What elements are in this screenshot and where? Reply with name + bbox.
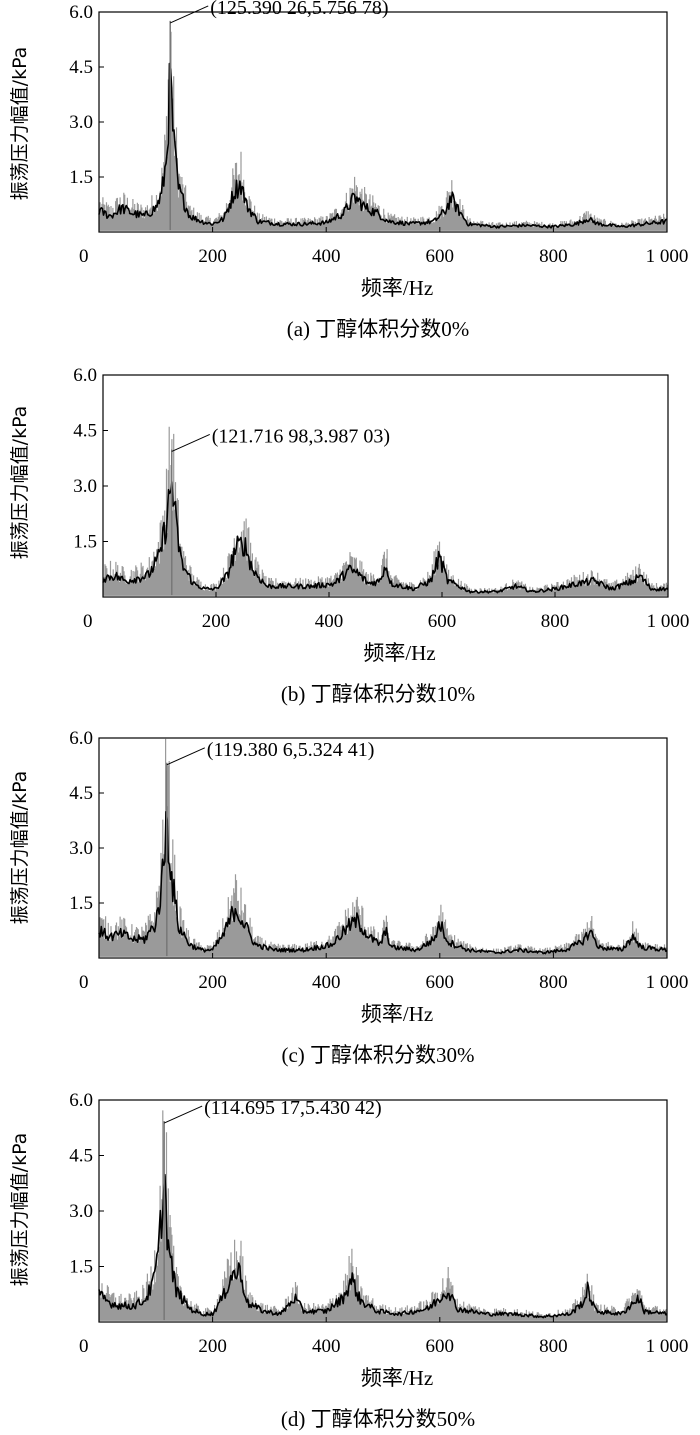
x-tick-label: 600 (426, 972, 455, 993)
y-tick-label: 1.5 (69, 893, 93, 914)
y-axis-label: 振荡压力幅值/kPa (9, 47, 31, 201)
panel-caption: (a) 丁醇体积分数0% (287, 317, 470, 341)
annotation-leader (170, 5, 209, 24)
y-tick-label: 6.0 (69, 1090, 93, 1111)
x-tick-label: 1 000 (646, 972, 689, 993)
x-tick-label: 400 (312, 246, 341, 267)
y-tick-label: 6.0 (73, 365, 97, 386)
panel-caption: (d) 丁醇体积分数50% (281, 1407, 475, 1431)
series-line (102, 481, 669, 594)
annotation-leader (166, 747, 206, 766)
panel-caption: (c) 丁醇体积分数30% (281, 1043, 474, 1067)
series-line (98, 62, 668, 229)
x-tick-label: 200 (198, 972, 227, 993)
x-tick-label: 0 (79, 972, 89, 993)
y-axis-label: 振荡压力幅值/kPa (9, 406, 31, 560)
y-tick-label: 6.0 (69, 2, 93, 23)
y-tick-label: 3.0 (69, 1201, 93, 1222)
spectrum-noise-band (99, 738, 667, 957)
peak-annotation: (125.390 26,5.756 78) (210, 0, 388, 19)
x-tick-label: 1 000 (646, 246, 689, 267)
y-tick-label: 3.0 (69, 838, 93, 859)
x-tick-label: 600 (426, 246, 455, 267)
x-tick-label: 1 000 (646, 1336, 689, 1357)
peak-annotation: (114.695 17,5.430 42) (204, 1097, 382, 1119)
annotation-leader (163, 1105, 203, 1124)
x-tick-label: 600 (428, 611, 457, 632)
x-tick-label: 0 (79, 246, 89, 267)
annotation-leader (171, 434, 210, 452)
x-tick-label: 600 (426, 1336, 455, 1357)
y-tick-label: 1.5 (69, 167, 93, 188)
spectrum-noise-band (99, 1110, 667, 1321)
series-line (98, 811, 668, 955)
panel-caption: (b) 丁醇体积分数10% (281, 682, 475, 706)
y-axis-label: 振荡压力幅值/kPa (9, 1133, 31, 1287)
x-tick-label: 400 (312, 1336, 341, 1357)
x-tick-label: 800 (539, 1336, 568, 1357)
y-tick-label: 1.5 (69, 1257, 93, 1278)
x-tick-label: 800 (539, 246, 568, 267)
y-axis-label: 振荡压力幅值/kPa (9, 771, 31, 925)
plot-frame (102, 374, 669, 598)
y-tick-label: 3.0 (69, 112, 93, 133)
y-tick-label: 4.5 (69, 1146, 93, 1167)
x-tick-label: 1 000 (647, 611, 690, 632)
x-axis-label: 频率/Hz (361, 1366, 433, 1390)
y-tick-label: 4.5 (69, 57, 93, 78)
plot-frame (98, 1099, 668, 1323)
y-tick-label: 1.5 (73, 532, 97, 553)
y-tick-label: 4.5 (69, 783, 93, 804)
x-tick-label: 400 (312, 972, 341, 993)
y-tick-label: 6.0 (69, 728, 93, 749)
x-axis-label: 频率/Hz (361, 1002, 433, 1026)
x-tick-label: 0 (79, 1336, 89, 1357)
x-tick-label: 0 (83, 611, 93, 632)
peak-annotation: (119.380 6,5.324 41) (207, 739, 375, 761)
x-tick-label: 200 (202, 611, 231, 632)
x-axis-label: 频率/Hz (361, 276, 433, 300)
x-tick-label: 200 (198, 246, 227, 267)
peak-annotation: (121.716 98,3.987 03) (212, 425, 390, 447)
x-axis-label: 频率/Hz (363, 641, 435, 665)
x-tick-label: 800 (541, 611, 570, 632)
spectrum-noise-band (99, 31, 667, 231)
series-line (98, 1173, 668, 1319)
y-tick-label: 3.0 (73, 476, 97, 497)
x-tick-label: 400 (315, 611, 344, 632)
x-tick-label: 800 (539, 972, 568, 993)
x-tick-label: 200 (198, 1336, 227, 1357)
y-tick-label: 4.5 (73, 421, 97, 442)
